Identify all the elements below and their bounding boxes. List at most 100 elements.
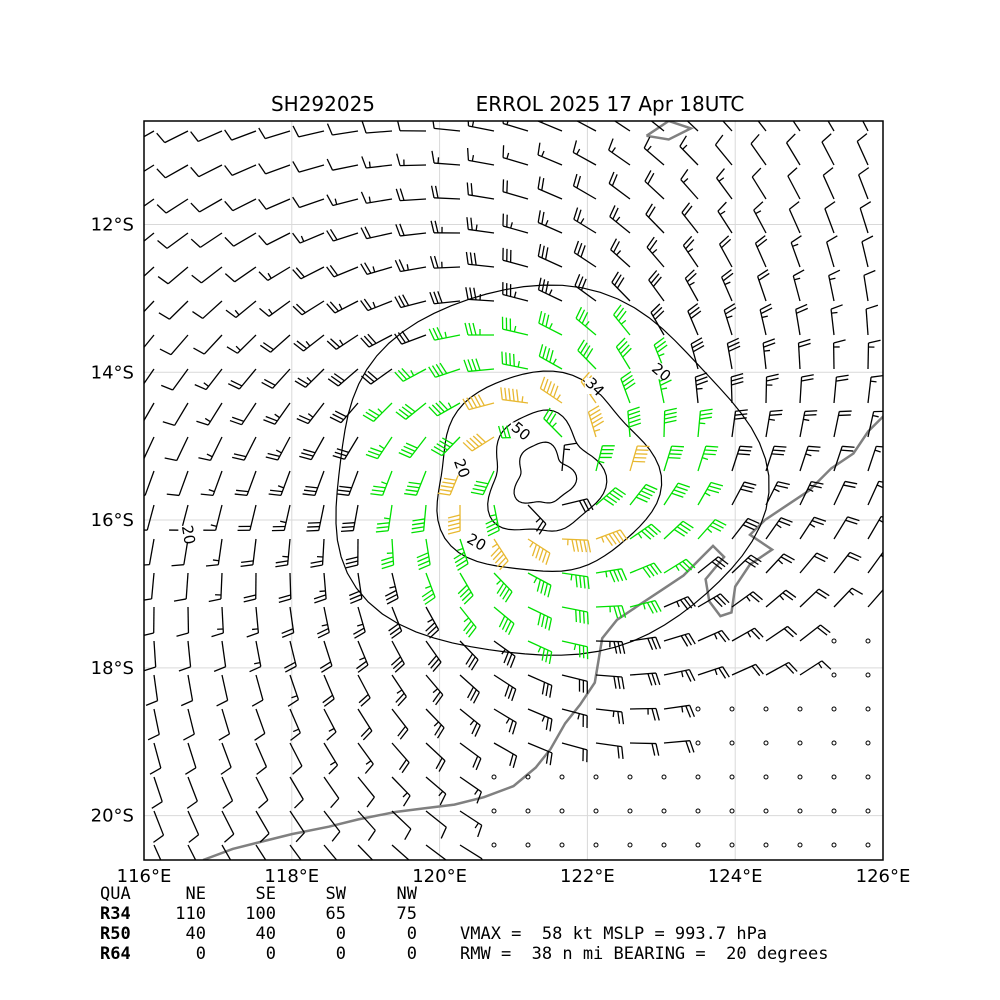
wind-barb [863,269,876,302]
wind-barb [587,405,605,438]
stats-vmax-mslp: VMAX = 58 kt MSLP = 993.7 hPa [460,924,767,944]
wind-barb [858,167,870,200]
cell-sw: 0 [336,944,346,964]
wind-barb [429,255,461,269]
wind-barb [754,235,768,268]
wind-barb [259,300,291,317]
wind-barb [390,640,405,673]
wind-barb [608,138,631,166]
wind-barb [340,504,359,533]
wind-barb [663,482,691,506]
cell-sw: 0 [336,924,346,944]
wind-barb [208,572,223,603]
wind-barb [753,201,767,234]
wind-barb [360,226,393,240]
wind-barb [357,708,373,741]
wind-barb [717,201,733,234]
wind-barb [292,125,325,138]
wind-barb [681,202,699,234]
calm-marker [695,842,701,848]
wind-barb [493,640,516,668]
wind-barb [255,844,267,860]
wind-barb [326,158,359,171]
wind-barb [345,538,359,569]
wind-barb [221,844,232,860]
wind-barb [156,130,189,144]
wind-barb [629,445,650,472]
wind-barb [663,445,685,472]
wind-barb [153,810,165,843]
wind-barb [493,572,513,603]
wind-barb [799,588,830,608]
wind-barb [595,445,615,472]
wind-barb [360,368,393,385]
wind-barb [867,410,883,438]
calm-marker [797,808,803,814]
wind-barb [697,629,730,643]
wind-barb [827,121,835,132]
wind-barb [856,133,869,166]
wind-barb [466,147,495,166]
wind-barb [867,551,883,574]
row-label: R34 [100,904,131,924]
latitude-axis: 12°S 14°S 16°S 18°S 20°S [91,214,134,826]
wind-barb [243,572,257,603]
wind-barb [799,410,818,438]
wind-barb [360,298,393,312]
wind-barb [826,235,838,268]
wind-barb [326,194,359,207]
wind-barb [765,517,793,540]
wind-barb [527,708,553,732]
wind-barb [178,640,192,672]
x-tick-label: 120°E [412,866,467,887]
table-row-r64: R64 0 0 0 0 [100,944,417,964]
calm-marker [525,842,531,848]
wind-barb [149,742,162,775]
calm-marker [593,808,599,814]
contour-label-bg [510,422,531,439]
wind-barb [246,606,260,638]
wind-barb [391,810,412,840]
contour-label-bg [584,378,605,395]
wind-barb [313,572,327,604]
wind-barb [833,445,855,472]
wind-barb [502,282,529,302]
storm-name-time-title: ERROL 2025 17 Apr 18UTC [476,92,745,116]
wind-barb [144,402,155,422]
wind-barb [462,394,495,411]
wind-barb [537,142,563,166]
wind-barb [629,742,660,756]
wind-barb [144,640,157,672]
wind-barb [643,136,665,166]
wind-barb [538,344,563,370]
wind-barb [615,337,632,370]
wind-barbs [144,121,883,860]
wind-barb [573,207,597,234]
wind-barb [198,436,223,461]
wind-barb [457,572,474,605]
wind-barb [220,742,232,775]
wind-barb [229,402,257,426]
wind-barb [527,640,553,665]
wind-barb [258,163,291,175]
table-header-row: QUA NE SE SW NW [100,884,418,904]
wind-barb [187,810,200,843]
wind-barb [462,433,495,452]
wind-barb [731,481,757,506]
wind-barb [224,164,257,176]
wind-barb [240,538,257,568]
wind-barb [731,591,763,608]
wind-barb [357,674,371,707]
wind-barb [595,568,628,583]
wind-barb [216,674,229,707]
wind-barb [398,436,427,459]
contour-20kt-outer [335,284,770,656]
calm-marker [525,808,531,814]
wind-barb [646,236,665,268]
wind-barb [731,445,753,472]
wind-barb [360,191,393,204]
wind-barb [694,372,709,404]
wind-barb [629,523,662,540]
wind-barb [425,844,448,860]
